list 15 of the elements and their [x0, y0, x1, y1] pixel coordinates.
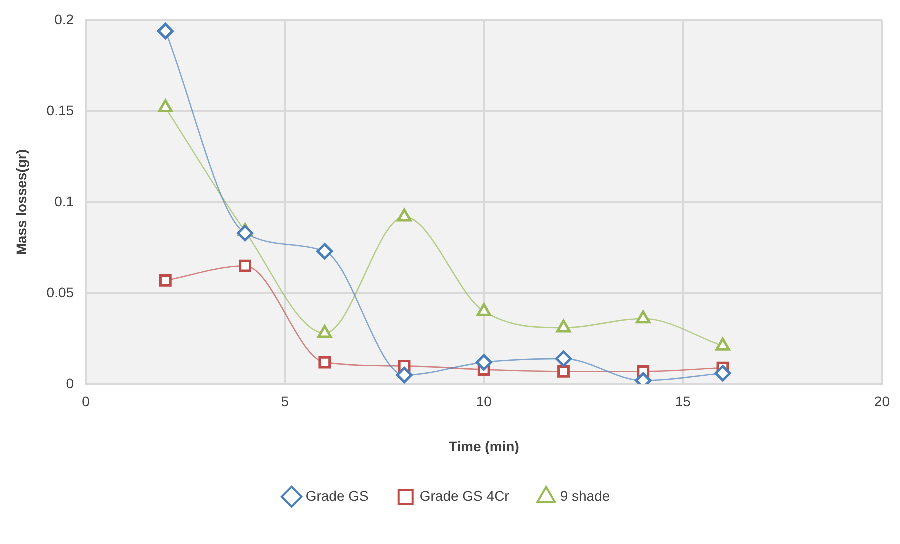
y-tick-label: 0.05 — [46, 284, 74, 300]
y-tick-label: 0.1 — [54, 193, 74, 210]
x-tick-label: 10 — [476, 394, 492, 410]
y-axis-title: Mass losses(gr) — [13, 149, 30, 256]
x-axis-title: Time (min) — [448, 438, 520, 454]
y-tick-label: 0 — [66, 375, 74, 392]
x-tick-label: 5 — [281, 394, 290, 410]
legend-label: Grade GS — [306, 488, 369, 504]
x-tick-label: 15 — [675, 394, 692, 410]
y-tick-label: 0.2 — [54, 11, 74, 28]
legend-label: Grade GS 4Cr — [420, 488, 510, 504]
x-tick-label: 0 — [82, 394, 90, 410]
x-tick-label: 20 — [874, 394, 890, 410]
y-tick-label: 0.15 — [46, 102, 74, 118]
legend-label: 9 shade — [560, 488, 610, 504]
